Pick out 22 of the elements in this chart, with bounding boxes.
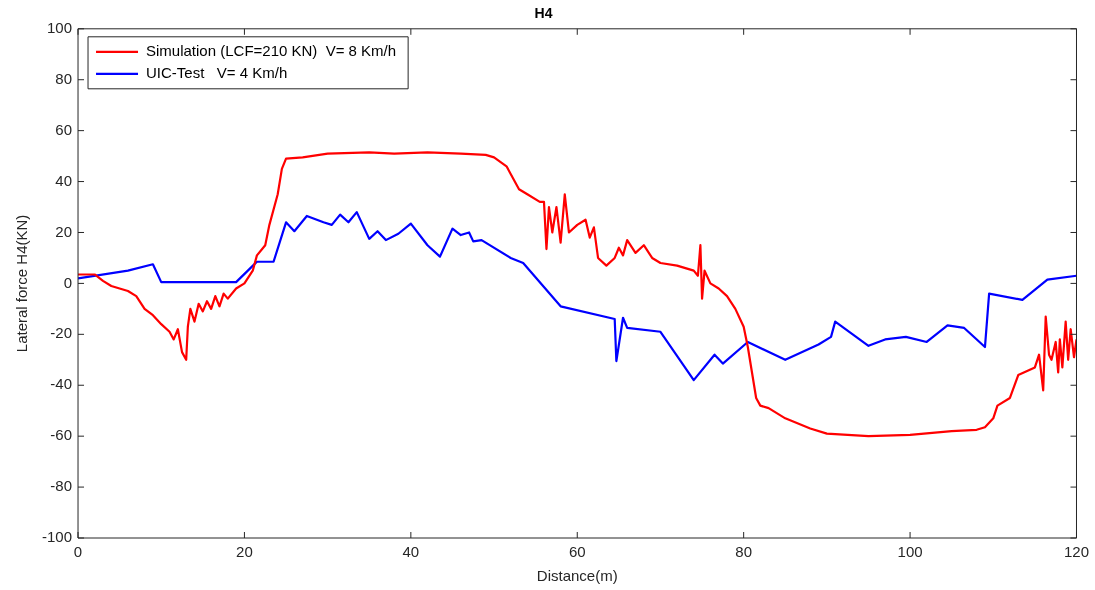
y-tick-label: -100 <box>41 528 73 546</box>
y-tick-label: -20 <box>50 324 73 342</box>
x-tick-label: 100 <box>897 543 923 561</box>
y-tick-label: 0 <box>63 273 73 291</box>
y-tick-label: 80 <box>55 69 73 87</box>
y-axis-title: Lateral force H4(KN) <box>13 214 31 353</box>
y-tick-label: -80 <box>50 477 73 495</box>
x-tick-label: 60 <box>568 543 586 561</box>
x-tick-label: 80 <box>735 543 753 561</box>
y-tick-label: -40 <box>50 375 73 393</box>
x-tick-label: 120 <box>1063 543 1089 561</box>
y-tick-label: 100 <box>46 18 73 36</box>
y-tick-label: 20 <box>55 222 73 240</box>
y-tick-label: -60 <box>50 426 73 444</box>
x-axis-title: Distance(m) <box>536 567 618 585</box>
x-tick-label: 20 <box>236 543 253 561</box>
legend-label: UIC-Test V= 4 Km/h <box>146 63 288 81</box>
x-tick-label: 40 <box>402 543 420 561</box>
y-tick-label: 60 <box>55 120 73 138</box>
y-tick-label: 40 <box>55 171 73 189</box>
chart-title: H4 <box>534 5 553 22</box>
legend-label: Simulation (LCF=210 KN) V= 8 Km/h <box>146 41 397 59</box>
